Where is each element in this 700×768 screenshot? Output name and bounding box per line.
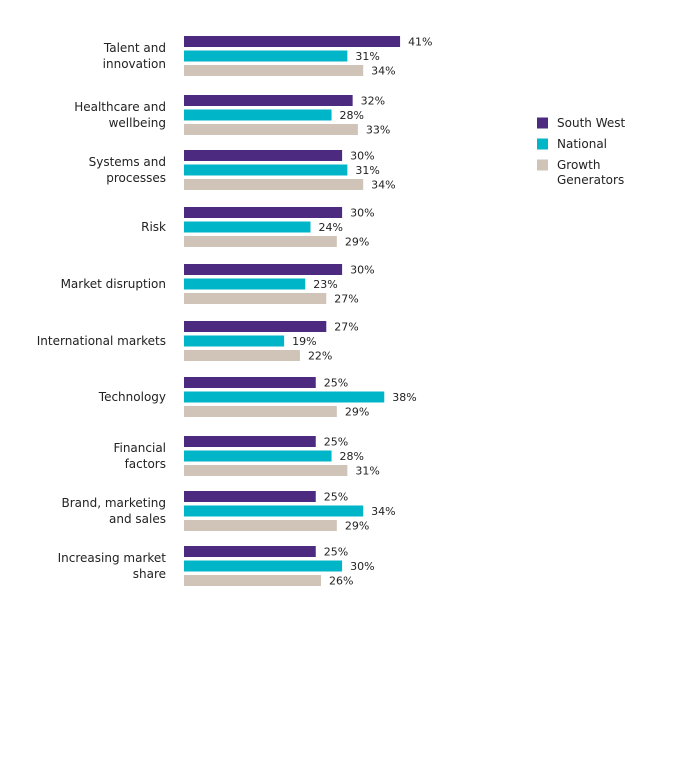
value-label: 28% bbox=[340, 450, 364, 463]
bar bbox=[184, 520, 337, 531]
bar bbox=[184, 436, 316, 447]
value-label: 31% bbox=[355, 164, 379, 177]
text-line: factors bbox=[125, 457, 166, 471]
bar bbox=[184, 335, 285, 347]
bar bbox=[184, 321, 327, 332]
bar bbox=[184, 278, 306, 290]
text-line: Systems and bbox=[89, 155, 166, 169]
value-label: 31% bbox=[355, 465, 379, 478]
bar bbox=[184, 391, 385, 403]
text-line: National bbox=[557, 137, 607, 151]
category-label: Financial factors bbox=[113, 441, 166, 471]
value-label: 27% bbox=[334, 321, 358, 334]
text-line: International markets bbox=[37, 334, 166, 348]
text-line: Market disruption bbox=[61, 277, 166, 291]
category-label: Risk bbox=[141, 220, 166, 234]
bar bbox=[184, 95, 353, 106]
text-line: innovation bbox=[103, 57, 166, 71]
value-label: 29% bbox=[345, 520, 369, 533]
category-label: Talent and innovation bbox=[103, 41, 166, 71]
category-label: Brand, marketing and sales bbox=[61, 496, 166, 526]
bar bbox=[184, 350, 300, 361]
value-label: 30% bbox=[350, 264, 374, 277]
category-label: Increasing market share bbox=[58, 551, 167, 581]
value-label: 34% bbox=[371, 179, 395, 192]
bar bbox=[184, 465, 348, 476]
bar bbox=[184, 36, 401, 47]
legend-label: National bbox=[557, 137, 607, 151]
value-label: 25% bbox=[324, 377, 348, 390]
value-label: 24% bbox=[318, 221, 342, 234]
value-label: 32% bbox=[361, 95, 385, 108]
text-line: Brand, marketing bbox=[61, 496, 166, 510]
legend-swatch bbox=[537, 138, 548, 150]
category-label: Market disruption bbox=[61, 277, 166, 291]
value-label: 27% bbox=[334, 293, 358, 306]
bar bbox=[184, 505, 364, 517]
bar bbox=[184, 221, 311, 233]
text-line: processes bbox=[106, 171, 166, 185]
value-label: 38% bbox=[392, 391, 416, 404]
category-label: International markets bbox=[37, 334, 166, 348]
value-label: 26% bbox=[329, 575, 353, 588]
value-label: 30% bbox=[350, 150, 374, 163]
value-label: 29% bbox=[345, 406, 369, 419]
value-label: 41% bbox=[408, 36, 432, 49]
bar bbox=[184, 179, 364, 190]
bar bbox=[184, 293, 327, 304]
bar bbox=[184, 109, 332, 121]
value-label: 29% bbox=[345, 236, 369, 249]
category-label: Systems and processes bbox=[89, 155, 166, 185]
bar bbox=[184, 50, 348, 62]
bar bbox=[184, 406, 337, 417]
bar bbox=[184, 491, 316, 502]
text-line: Talent and bbox=[103, 41, 166, 55]
text-line: Generators bbox=[557, 173, 624, 187]
text-line: South West bbox=[557, 116, 625, 130]
legend-swatch bbox=[537, 117, 548, 129]
value-label: 22% bbox=[308, 350, 332, 363]
value-label: 25% bbox=[324, 491, 348, 504]
bar bbox=[184, 264, 343, 275]
value-label: 33% bbox=[366, 124, 390, 137]
value-label: 34% bbox=[371, 505, 395, 518]
value-label: 30% bbox=[350, 207, 374, 220]
bar bbox=[184, 560, 343, 572]
legend-swatch bbox=[537, 159, 548, 171]
text-line: share bbox=[133, 567, 166, 581]
text-line: Risk bbox=[141, 220, 166, 234]
text-line: Growth bbox=[557, 158, 600, 172]
value-label: 19% bbox=[292, 335, 316, 348]
text-line: Healthcare and bbox=[74, 100, 166, 114]
value-label: 25% bbox=[324, 546, 348, 559]
text-line: Financial bbox=[113, 441, 166, 455]
bar bbox=[184, 546, 316, 557]
category-label: Technology bbox=[98, 390, 166, 404]
legend-label: South West bbox=[557, 116, 625, 130]
bar bbox=[184, 207, 343, 218]
text-line: and sales bbox=[109, 512, 166, 526]
value-label: 31% bbox=[355, 50, 379, 63]
bar bbox=[184, 124, 358, 135]
bar bbox=[184, 236, 337, 247]
bar bbox=[184, 450, 332, 462]
legend-label: Growth Generators bbox=[557, 158, 624, 187]
value-label: 34% bbox=[371, 65, 395, 78]
text-line: Increasing market bbox=[58, 551, 167, 565]
text-line: Technology bbox=[98, 390, 166, 404]
value-label: 28% bbox=[340, 109, 364, 122]
category-label: Healthcare and wellbeing bbox=[74, 100, 166, 130]
bar bbox=[184, 150, 343, 161]
bar bbox=[184, 65, 364, 76]
text-line: wellbeing bbox=[109, 116, 166, 130]
bar bbox=[184, 377, 316, 388]
bar bbox=[184, 164, 348, 176]
value-label: 25% bbox=[324, 436, 348, 449]
value-label: 30% bbox=[350, 560, 374, 573]
bar bbox=[184, 575, 322, 586]
value-label: 23% bbox=[313, 278, 337, 291]
